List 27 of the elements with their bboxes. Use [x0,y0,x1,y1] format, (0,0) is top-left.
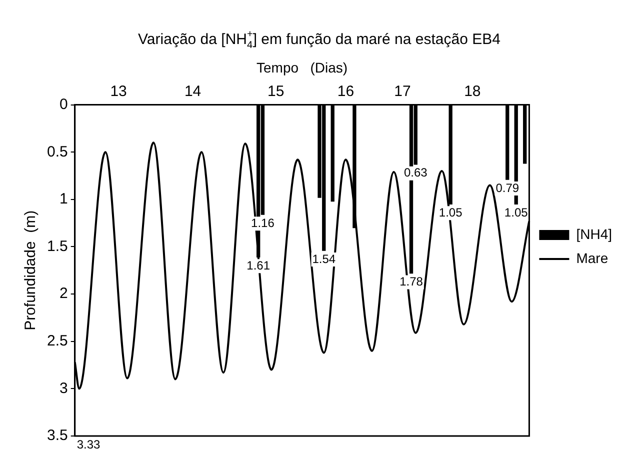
data-label: 1.05 [504,205,528,220]
x-axis-title: Tempo (Dias) [256,59,348,76]
data-label: 1.61 [246,258,270,272]
y-tick-label: 3 [60,380,68,397]
y-tick-label: 0.5 [46,143,68,160]
data-label: 0.63 [404,166,428,180]
y-tick-label: 3.5 [46,427,68,444]
y-tick-label: 0 [60,96,68,113]
x-tick-label: 16 [337,82,354,100]
legend-label: Mare [576,250,608,266]
y-tick-label: 2 [60,285,68,302]
x-tick-label: 18 [464,82,481,100]
x-tick-label: 17 [394,82,411,100]
y-tick-label: 2.5 [46,332,68,350]
data-label: 0.79 [496,180,520,195]
x-tick-label: 15 [267,82,284,100]
data-label: 1.16 [251,216,275,230]
data-label: 1.05 [438,205,463,220]
x-tick-label: 13 [110,82,127,100]
legend-label: [NH4] [576,226,612,242]
x-tick-label: 14 [184,82,202,100]
y-tick-label: 1 [60,190,68,208]
text: 3.33 [76,437,101,452]
data-label: 1.78 [400,274,424,289]
data-label: 1.54 [312,252,336,266]
y-tick-label: 1.5 [46,238,68,255]
y-axis-title: Profundidade (m) [22,210,40,330]
